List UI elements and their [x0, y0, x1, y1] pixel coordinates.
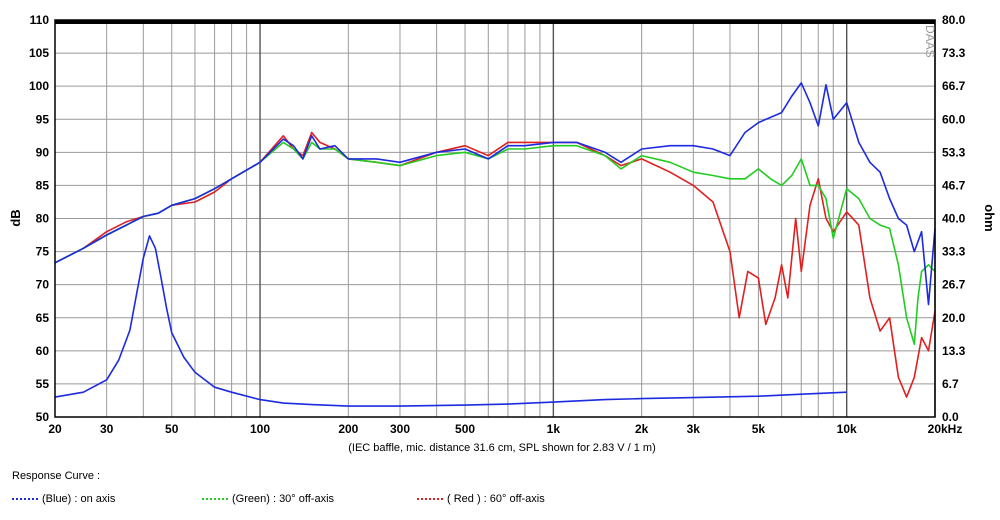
legend-swatch-green	[202, 498, 228, 501]
legend-item-red: ( Red ) : 60° off-axis	[417, 493, 545, 505]
y2-tick-label: 80.0	[942, 13, 966, 27]
x-tick-label: 20	[48, 422, 62, 436]
legend-item-blue: (Blue) : on axis	[12, 493, 115, 505]
watermark: DAAS	[923, 25, 937, 58]
legend-label-blue: (Blue) : on axis	[42, 493, 116, 505]
x-tick-label: 200	[338, 422, 358, 436]
legend-swatch-red	[417, 498, 443, 501]
y2-tick-label: 0.0	[942, 410, 959, 424]
y-tick-label: 70	[36, 278, 50, 292]
x-tick-label: 1k	[547, 422, 561, 436]
x-axis-ticks: 20 30 50 100 200 300 500 1k 2k 3k 5k 10k 20kHz	[48, 422, 962, 436]
chart-caption: (IEC baffle, mic. distance 31.6 cm, SPL …	[348, 442, 656, 454]
legend-swatch-blue	[12, 498, 38, 501]
y-tick-label: 55	[36, 377, 50, 391]
y2-tick-label: 73.3	[942, 46, 966, 60]
frequency-response-chart: 110 105 100 95 90 85 80 75 70 65 60 55 50 80.0 73.3 66…	[8, 13, 997, 454]
x-tick-label: 100	[250, 422, 270, 436]
y-tick-label: 95	[36, 112, 50, 126]
y2-axis-label: ohm	[982, 204, 997, 231]
y2-tick-label: 66.7	[942, 79, 966, 93]
impedance-curve	[54, 235, 847, 407]
curves	[54, 82, 936, 407]
y2-tick-label: 46.7	[942, 178, 966, 192]
y-tick-label: 50	[36, 410, 50, 424]
legend-title: Response Curve :	[12, 470, 101, 482]
y2-tick-label: 40.0	[942, 212, 966, 226]
x-tick-label: 50	[165, 422, 179, 436]
x-tick-label: 5k	[752, 422, 766, 436]
y-tick-label: 60	[36, 344, 50, 358]
legend: Response Curve : (Blue) : on axis (Green…	[12, 470, 712, 512]
legend-item-green: (Green) : 30° off-axis	[202, 493, 334, 505]
y2-tick-label: 20.0	[942, 311, 966, 325]
x-tick-label: 3k	[687, 422, 701, 436]
y-tick-label: 75	[36, 245, 50, 259]
legend-label-green: (Green) : 30° off-axis	[232, 493, 335, 505]
y2-tick-label: 6.7	[942, 377, 959, 391]
x-tick-label: 300	[390, 422, 410, 436]
y-tick-label: 100	[29, 79, 49, 93]
y-tick-label: 85	[36, 178, 50, 192]
y2-tick-label: 26.7	[942, 278, 966, 292]
x-tick-label: 20kHz	[928, 422, 963, 436]
spl-curve-0	[54, 82, 936, 306]
y-axis-label: dB	[8, 209, 23, 226]
y-tick-label: 65	[36, 311, 50, 325]
y2-tick-label: 13.3	[942, 344, 966, 358]
x-tick-label: 2k	[635, 422, 649, 436]
x-tick-label: 500	[455, 422, 475, 436]
y2-tick-label: 53.3	[942, 145, 966, 159]
x-tick-label: 30	[100, 422, 114, 436]
y-tick-label: 90	[36, 145, 50, 159]
y-tick-label: 110	[30, 13, 50, 27]
y-tick-label: 105	[29, 46, 49, 60]
x-tick-label: 10k	[837, 422, 857, 436]
y-tick-label: 80	[36, 212, 50, 226]
right-axis-ticks: 80.0 73.3 66.7 60.0 53.3 46.7 40.0 33.3 26.7 20.0…	[942, 13, 966, 424]
y2-tick-label: 60.0	[942, 112, 966, 126]
left-axis-ticks: 110 105 100 95 90 85 80 75 70 65 60 55 50	[29, 13, 49, 424]
legend-label-red: ( Red ) : 60° off-axis	[447, 493, 545, 505]
y2-tick-label: 33.3	[942, 245, 966, 259]
